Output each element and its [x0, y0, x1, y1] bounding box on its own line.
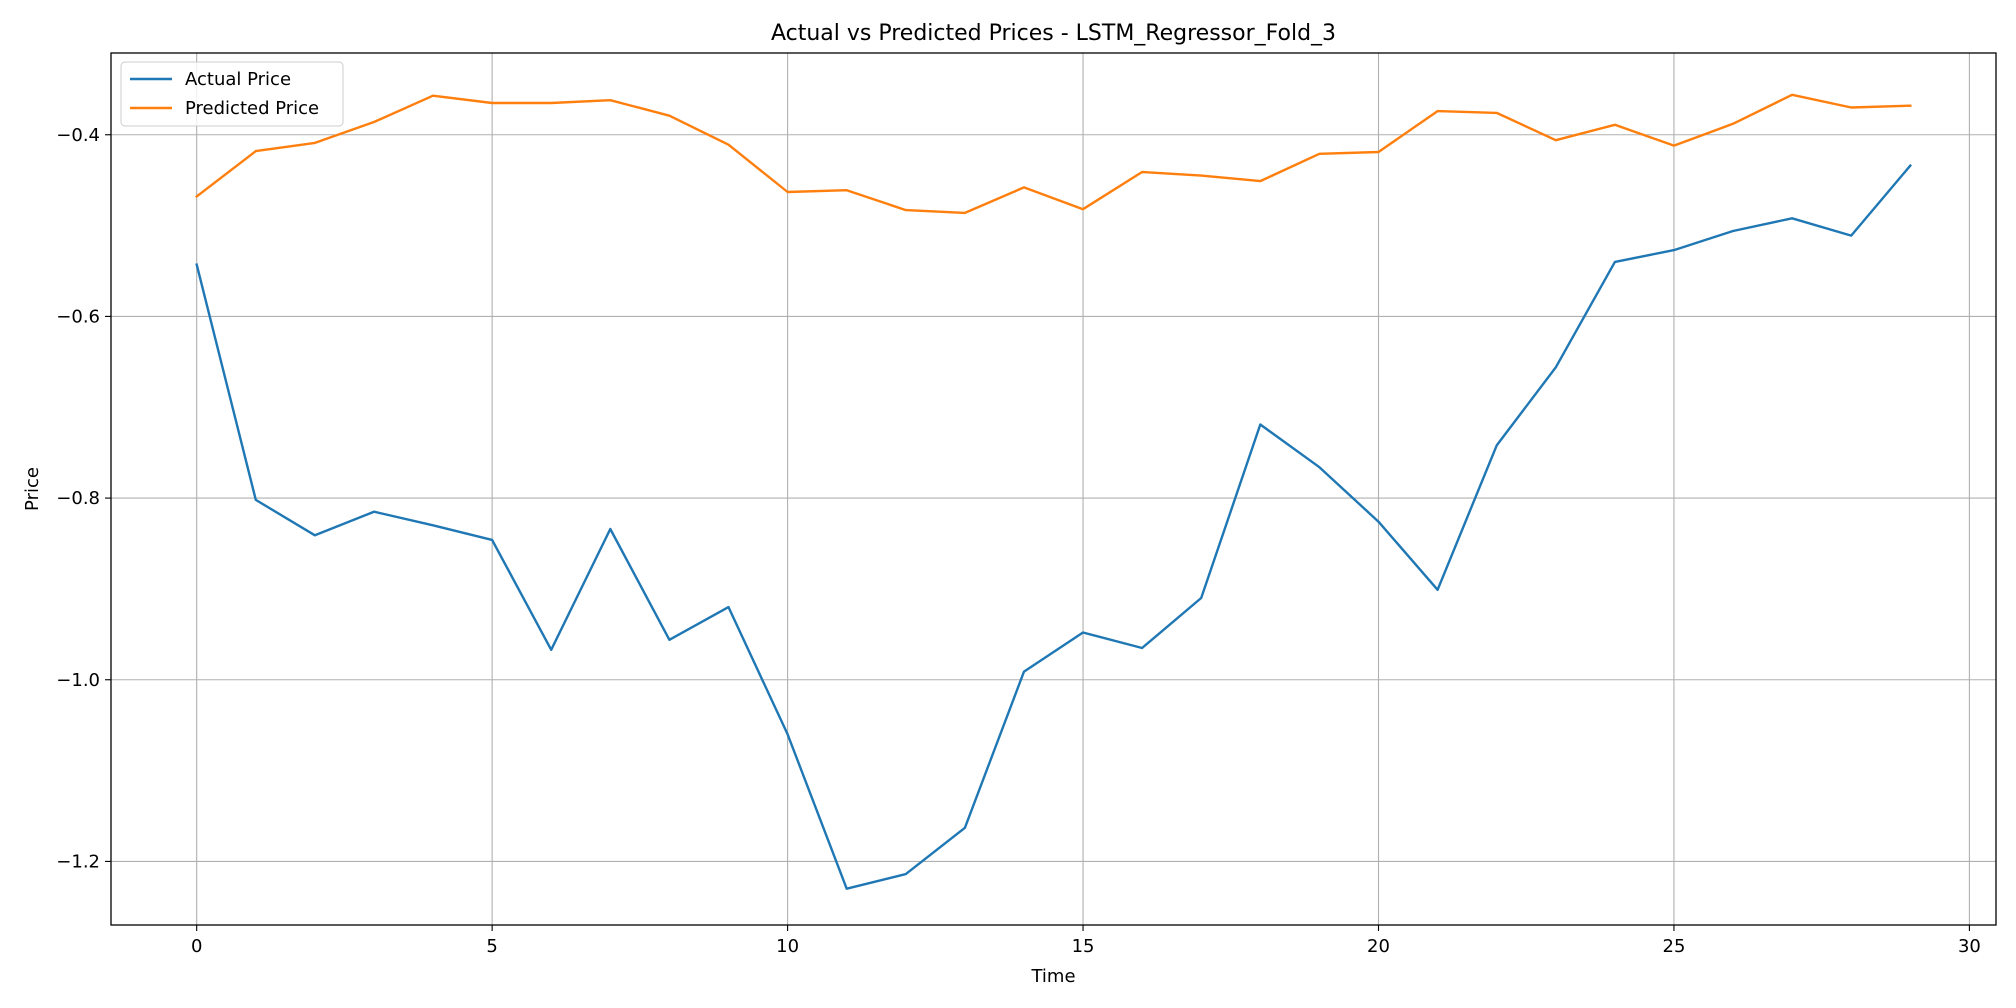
plot-frame: [110, 52, 1997, 926]
legend-label-actual: Actual Price: [185, 69, 291, 90]
axis-ticks: 0 5 10 15 20 25 30 −1.2 −1.0 −0.8 −0.6 −0.4: [56, 125, 1981, 957]
legend: Actual Price Predicted Price: [120, 61, 344, 127]
x-tick-label: 0: [191, 936, 202, 957]
x-tick-label: 25: [1663, 936, 1686, 957]
y-tick-label: −0.8: [56, 488, 100, 509]
series-line-actual: [195, 163, 1912, 890]
x-tick-label: 20: [1367, 936, 1390, 957]
x-tick-label: 30: [1958, 936, 1981, 957]
x-tick-label: 15: [1072, 936, 1095, 957]
y-tick-label: −1.0: [56, 670, 100, 691]
x-tick-label: 5: [486, 936, 497, 957]
y-tick-label: −1.2: [56, 851, 100, 872]
y-axis-label: Price: [22, 467, 43, 511]
legend-label-predicted: Predicted Price: [185, 98, 319, 119]
legend-box: [120, 61, 344, 127]
y-tick-label: −0.4: [56, 125, 100, 146]
grid: [111, 53, 1996, 925]
y-tick-label: −0.6: [56, 306, 100, 327]
series-line-predicted: [195, 93, 1912, 215]
series-lines: [195, 93, 1912, 890]
chart-title: Actual vs Predicted Prices - LSTM_Regres…: [771, 21, 1336, 46]
x-axis-label: Time: [1030, 966, 1075, 987]
x-tick-label: 10: [776, 936, 799, 957]
